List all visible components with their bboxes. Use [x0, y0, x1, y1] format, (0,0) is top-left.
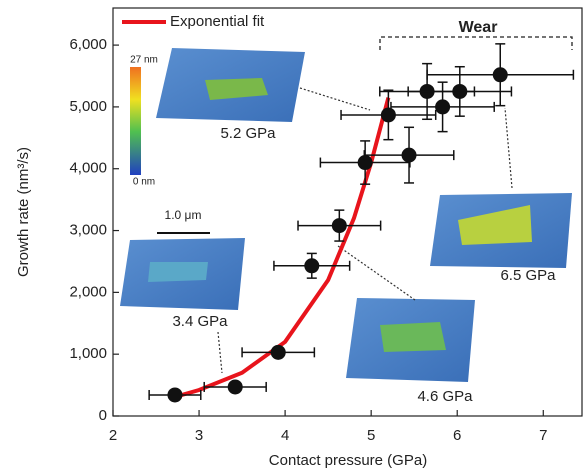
inset-ridge [205, 78, 268, 100]
y-tick-label: 6,000 [69, 36, 107, 53]
wear-bracket [379, 36, 573, 50]
annotation: 6.5 GPa [500, 267, 556, 284]
data-point [401, 147, 417, 163]
data-point [270, 344, 286, 360]
y-tick-label: 2,000 [69, 283, 107, 300]
data-point [452, 83, 468, 99]
arrows [217, 87, 513, 374]
data-point [435, 99, 451, 115]
data-point [227, 379, 243, 395]
annotation: 1.0 μm [165, 208, 202, 222]
data-point [167, 387, 183, 403]
x-tick-label: 4 [281, 427, 289, 444]
data-point [304, 258, 320, 274]
y-tick-label: 5,000 [69, 98, 107, 115]
y-axis-label: Growth rate (nm³/s) [15, 147, 32, 277]
annotation: 3.4 GPa [172, 313, 228, 330]
y-tick-label: 3,000 [69, 222, 107, 239]
x-tick-label: 3 [195, 427, 203, 444]
annotation: 4.6 GPa [417, 388, 473, 405]
y-tick-label: 4,000 [69, 160, 107, 177]
inset-ridge [458, 205, 532, 245]
colorbar [130, 67, 141, 175]
annotation: 0 nm [133, 177, 155, 188]
insets [120, 36, 573, 382]
annotation: 5.2 GPa [220, 125, 276, 142]
inset-ridge [148, 262, 208, 282]
y-tick-label: 0 [99, 407, 107, 424]
annotation: 27 nm [130, 55, 158, 66]
data-point [331, 218, 347, 234]
x-tick-label: 7 [539, 427, 547, 444]
data-point [492, 67, 508, 83]
x-tick-label: 6 [453, 427, 461, 444]
plot-frame [112, 7, 583, 417]
x-tick-label: 5 [367, 427, 375, 444]
legend-label: Exponential fit [170, 13, 265, 30]
x-tick-label: 2 [109, 427, 117, 444]
annotation: Wear [459, 19, 498, 36]
data-point [357, 155, 373, 171]
y-tick-label: 1,000 [69, 345, 107, 362]
data-point [380, 107, 396, 123]
inset-ridge [380, 322, 446, 352]
x-axis-label: Contact pressure (GPa) [269, 452, 427, 469]
